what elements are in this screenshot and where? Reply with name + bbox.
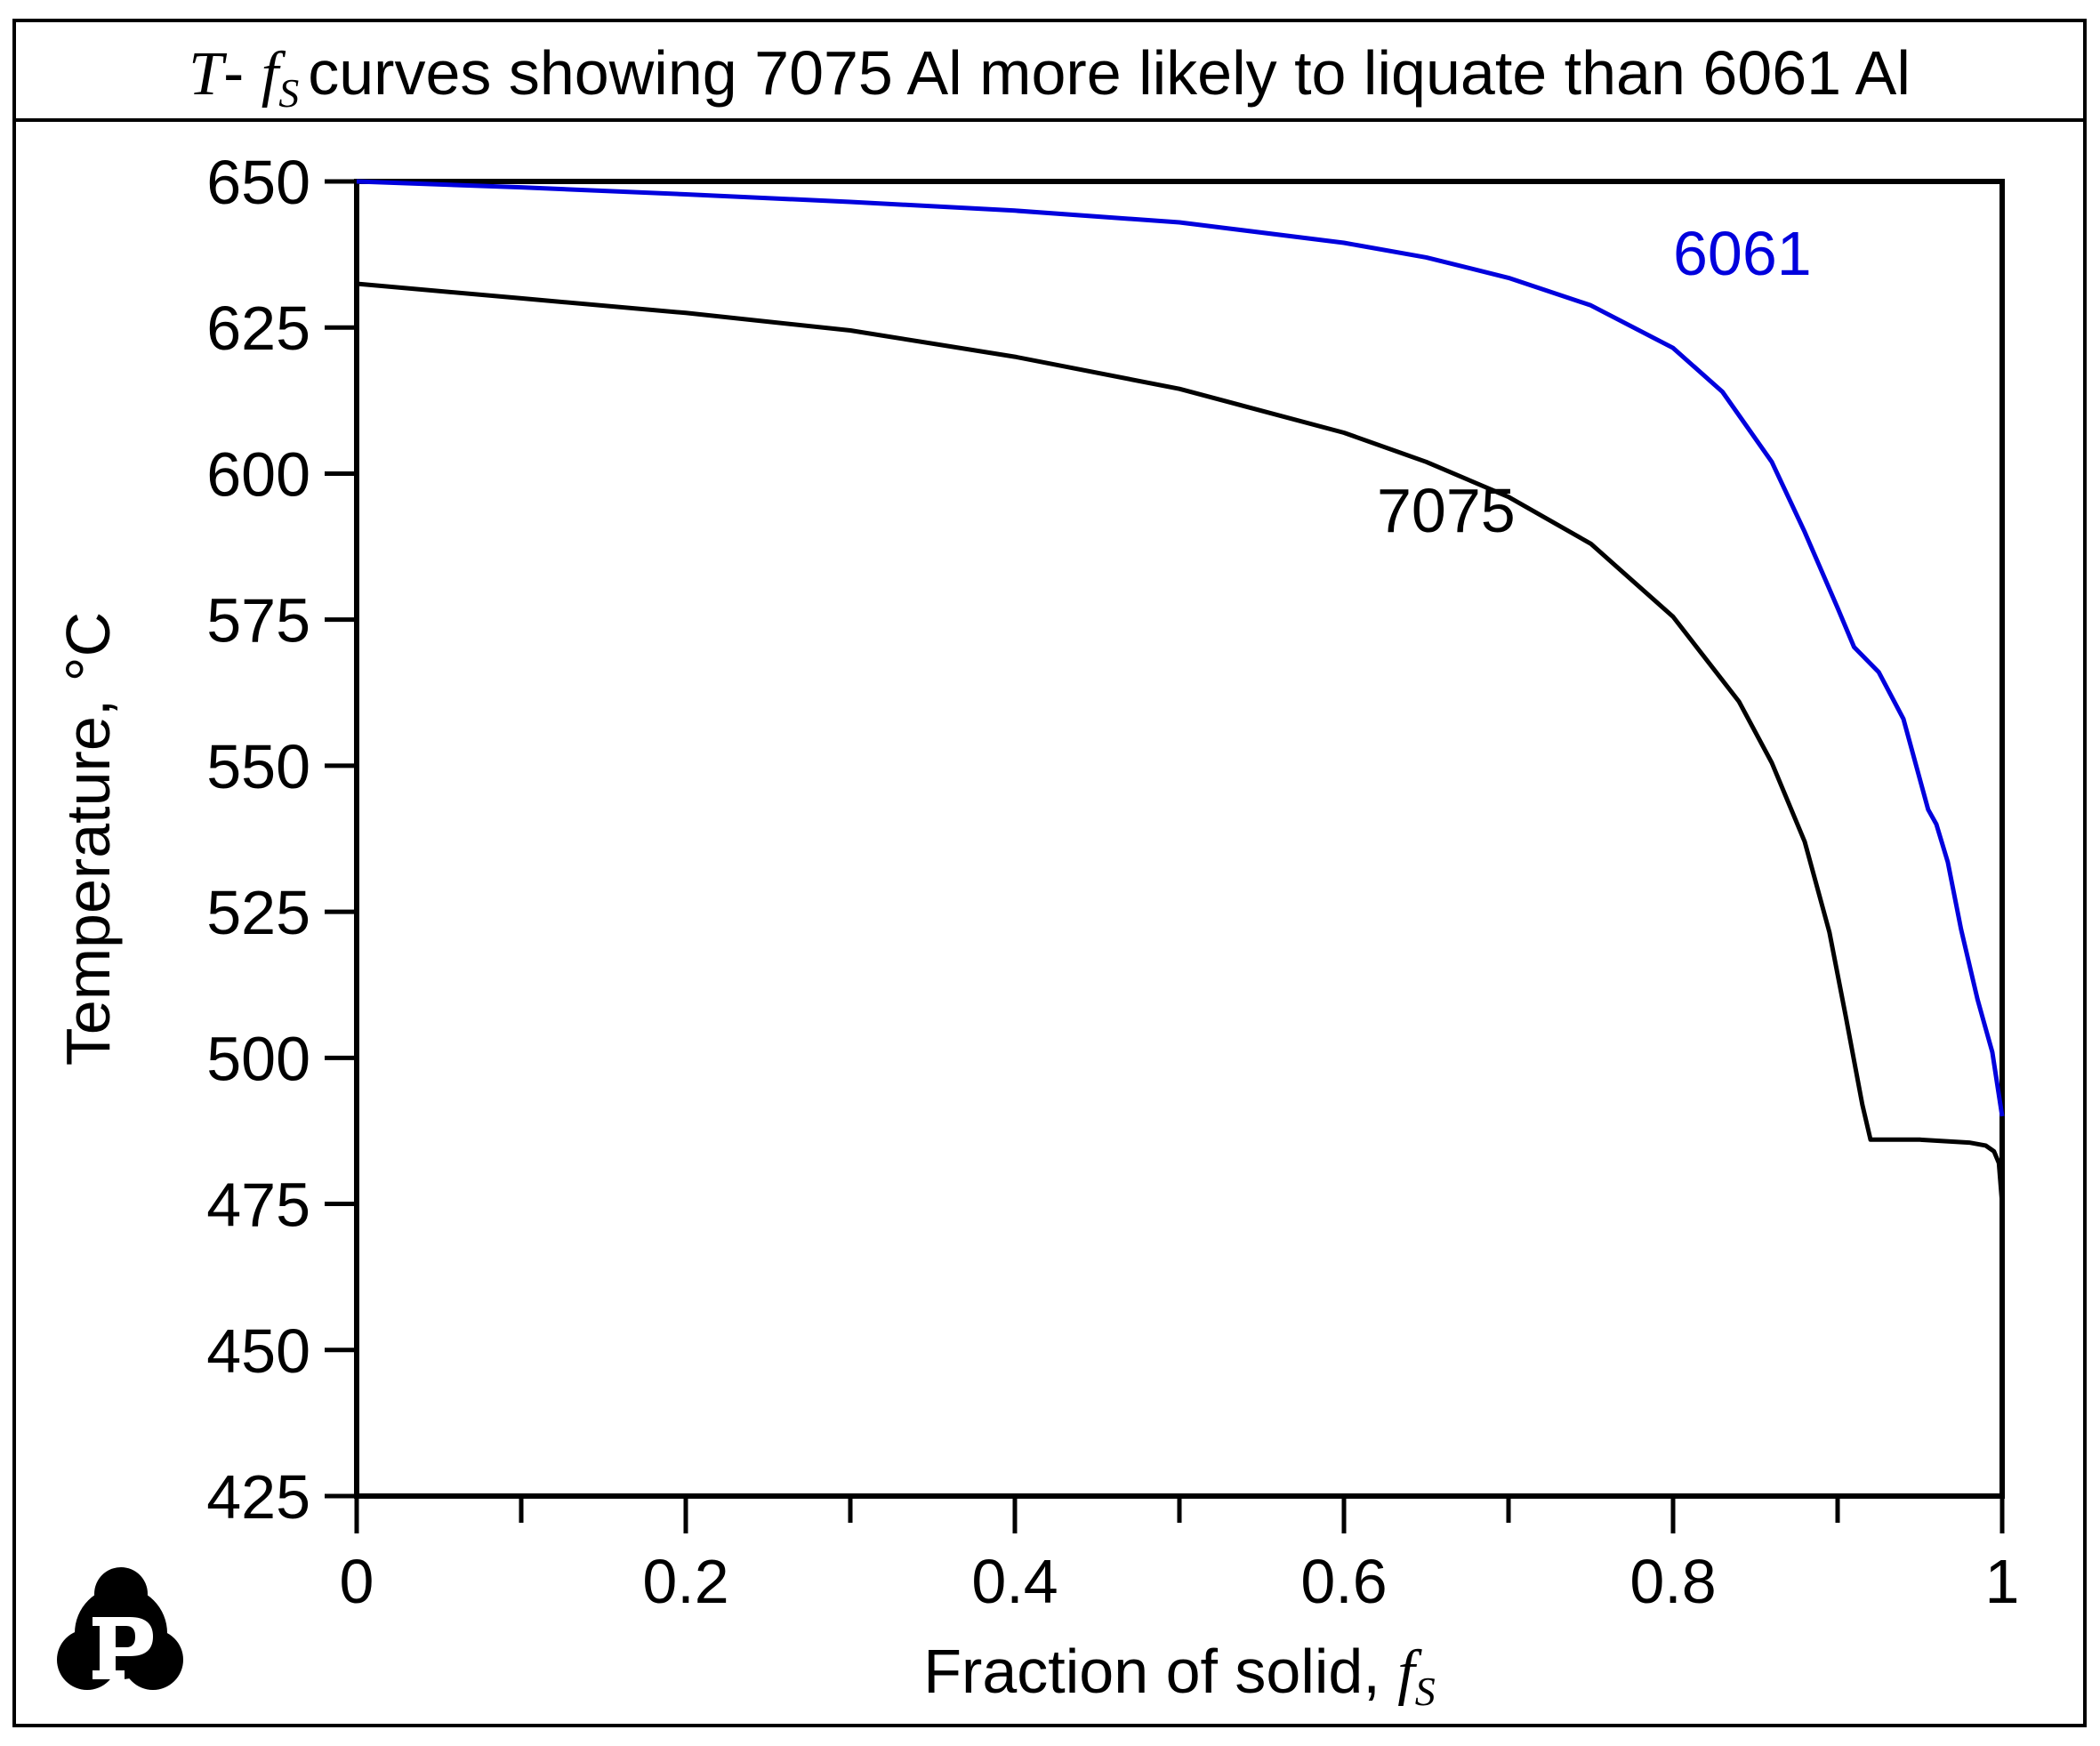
y-tick-label: 575 [206,586,310,656]
y-tick-label: 550 [206,732,310,801]
y-axis-label: Temperature, °C [53,612,123,1066]
x-tick-label: 0.4 [971,1547,1058,1616]
x-tick-label: 1 [1985,1547,2020,1616]
series-layer: 6061 7075 [356,179,2005,1204]
y-axis-ticks: 425 450 475 500 525 550 575 600 625 650 [206,148,357,1532]
title-text: curves showing 7075 Al more likely to li… [308,38,1911,108]
y-tick-label: 600 [206,439,310,509]
x-axis-ticks: 0 0.2 0.4 0.6 0.8 1 [340,1496,2020,1616]
publisher-logo [57,1567,183,1690]
title-t-var: T [189,40,228,109]
x-tick-label: 0 [340,1547,374,1616]
title-f-sub: S [278,70,299,116]
series-line-6061 [356,179,2005,1117]
y-tick-label: 500 [206,1024,310,1093]
y-tick-label: 450 [206,1316,310,1386]
chart-title: T- fS curves showing 7075 Al more likely … [189,38,1911,116]
series-label-6061: 6061 [1673,219,1812,288]
y-tick-label: 650 [206,148,310,217]
x-axis-label: Fraction of solid, fS [923,1637,1435,1714]
x-axis-label-sub: S [1415,1669,1436,1714]
title-dash: - [223,38,261,108]
x-axis-label-text: Fraction of solid, [923,1637,1397,1706]
y-tick-label: 525 [206,878,310,947]
x-tick-label: 0.8 [1629,1547,1716,1616]
y-tick-label: 475 [206,1171,310,1240]
series-line-7075 [356,281,2005,1204]
y-tick-label: 625 [206,294,310,363]
y-tick-label: 425 [206,1462,310,1532]
x-tick-label: 0.6 [1300,1547,1387,1616]
x-tick-label: 0.2 [642,1547,728,1616]
series-label-7075: 7075 [1377,476,1516,545]
